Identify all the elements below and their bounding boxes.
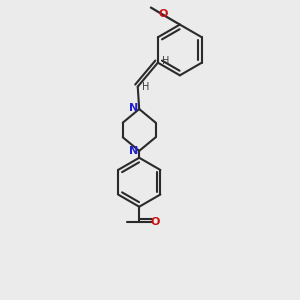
Text: O: O	[159, 9, 168, 19]
Text: N: N	[129, 103, 138, 113]
Text: H: H	[162, 56, 169, 66]
Text: H: H	[142, 82, 149, 92]
Text: N: N	[129, 146, 138, 157]
Text: O: O	[151, 217, 160, 227]
